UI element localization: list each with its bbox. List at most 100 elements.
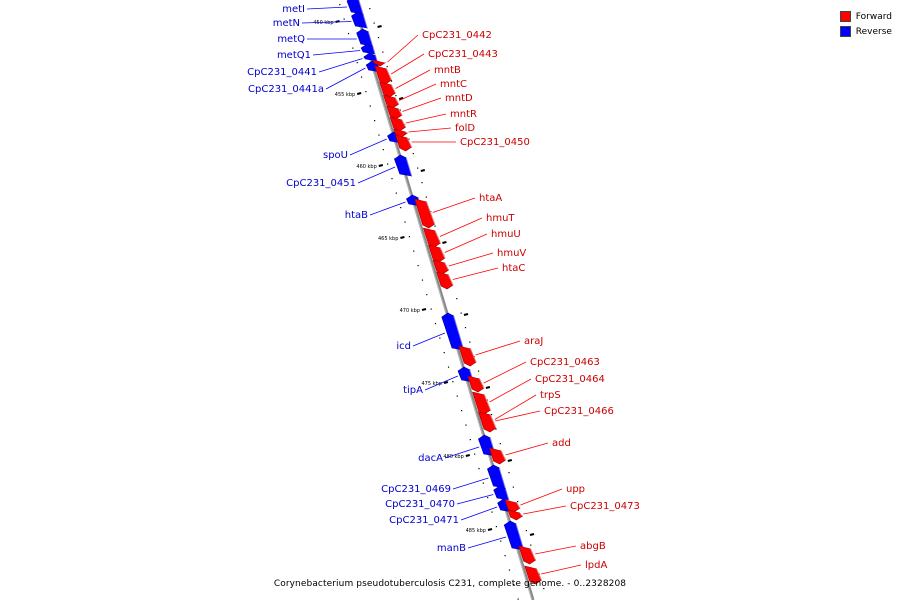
tick-label: 455 kbp: [335, 92, 355, 98]
minor-tick: [360, 76, 363, 78]
minor-tick: [417, 265, 419, 267]
gene-label-CpC231_0470: CpC231_0470: [385, 499, 455, 510]
minor-tick: [464, 327, 467, 329]
minor-tick: [408, 236, 410, 238]
label-leader: [301, 21, 352, 24]
gene-highlight: [398, 108, 403, 116]
label-leader: [520, 488, 563, 506]
gene-label-abgB: abgB: [580, 541, 606, 552]
label-leader: [505, 442, 549, 456]
label-leader: [312, 50, 361, 56]
minor-tick: [356, 62, 358, 64]
gene-mntC: [383, 94, 400, 109]
minor-tick: [460, 312, 462, 314]
gene-CpC231_0463: [467, 375, 485, 393]
minor-tick: [421, 279, 424, 281]
label-leader: [444, 233, 488, 253]
minor-tick: [447, 366, 450, 368]
gene-highlight: [434, 230, 442, 244]
gene-abgB: [518, 545, 537, 565]
gene-highlight: [401, 119, 407, 128]
minor-tick: [374, 120, 376, 122]
minor-tick: [417, 167, 419, 169]
minor-tick: [452, 381, 454, 383]
gene-label-icd: icd: [396, 341, 411, 352]
minor-tick: [456, 298, 458, 300]
gene-metI: [346, 0, 364, 15]
tick-label: 460 kbp: [356, 164, 376, 170]
gene-highlight: [516, 502, 521, 509]
gene-highlight: [439, 247, 446, 259]
minor-tick: [508, 569, 511, 571]
tick-mark: [420, 169, 426, 172]
gene-lpdA: [524, 565, 543, 585]
minor-tick: [365, 91, 367, 93]
minor-tick: [499, 443, 501, 445]
minor-tick: [461, 410, 463, 412]
minor-tick: [413, 250, 415, 252]
gene-labels: metI metN metQ metQ1 CpC231_0441 CpC231_0441a…: [247, 4, 640, 575]
legend-label-forward: Forward: [855, 11, 892, 22]
gene-CpC231_0442: [372, 59, 387, 67]
tick-mark: [443, 381, 449, 384]
label-leader: [408, 127, 452, 133]
minor-tick: [495, 428, 497, 430]
gene-highlight: [479, 378, 485, 389]
tick-mark: [529, 533, 535, 536]
minor-tick: [412, 153, 414, 155]
gene-hmuV: [432, 259, 450, 275]
gene-highlight: [386, 68, 393, 81]
tick-mark: [421, 308, 427, 311]
gene-label-CpC231_0450: CpC231_0450: [460, 137, 530, 148]
gene-label-trpS: trpS: [540, 390, 561, 401]
tick-mark: [507, 459, 513, 462]
label-leader: [439, 217, 483, 237]
label-leader: [325, 67, 366, 90]
gene-label-upp: upp: [566, 484, 585, 495]
gene-highlight: [498, 467, 506, 489]
gene-label-tipA: tipA: [403, 385, 423, 396]
minor-tick: [491, 511, 493, 513]
minor-tick: [500, 540, 502, 542]
minor-tick: [426, 294, 428, 296]
label-leader: [460, 506, 498, 521]
legend-label-reverse: Reverse: [855, 26, 892, 37]
axis-ticks: 450 kbp 455 kbp 460 kbp 465 kbp 470 kbp 475 k…: [313, 4, 545, 600]
gene-mntB: [379, 81, 397, 98]
minor-tick: [469, 439, 471, 441]
minor-tick: [391, 178, 393, 180]
gene-label-manB: manB: [437, 543, 466, 554]
gene-upp: [504, 499, 521, 513]
tick-mark: [487, 528, 493, 531]
gene-features: [346, 0, 543, 585]
minor-tick: [517, 501, 519, 503]
label-leader: [448, 252, 494, 267]
minor-tick: [530, 544, 532, 546]
minor-tick: [513, 584, 515, 586]
gene-htaA: [414, 198, 436, 229]
gene-body: [363, 52, 378, 62]
minor-tick: [408, 138, 410, 140]
minor-tick: [425, 196, 427, 198]
minor-tick: [478, 468, 480, 470]
label-leader: [369, 201, 406, 216]
minor-tick: [373, 22, 375, 24]
gene-highlight: [444, 262, 450, 271]
tick-mark: [400, 236, 405, 239]
gene-label-mntD: mntD: [445, 93, 473, 104]
tick-mark: [378, 164, 384, 167]
gene-label-add: add: [552, 438, 571, 449]
gene-label-CpC231_0443: CpC231_0443: [428, 49, 498, 60]
tick-mark: [398, 97, 404, 100]
legend-item-forward: Forward: [839, 9, 892, 24]
minor-tick: [443, 352, 445, 354]
gene-label-CpC231_0451: CpC231_0451: [286, 178, 356, 189]
label-leader: [432, 197, 476, 213]
minor-tick: [482, 482, 484, 484]
minor-tick: [477, 370, 480, 372]
gene-label-araJ: araJ: [524, 336, 543, 347]
gene-label-CpC231_0442: CpC231_0442: [422, 30, 492, 41]
map-caption: Corynebacterium pseudotuberculosis C231,…: [273, 579, 627, 589]
label-leader: [535, 545, 577, 555]
gene-highlight: [405, 131, 408, 134]
